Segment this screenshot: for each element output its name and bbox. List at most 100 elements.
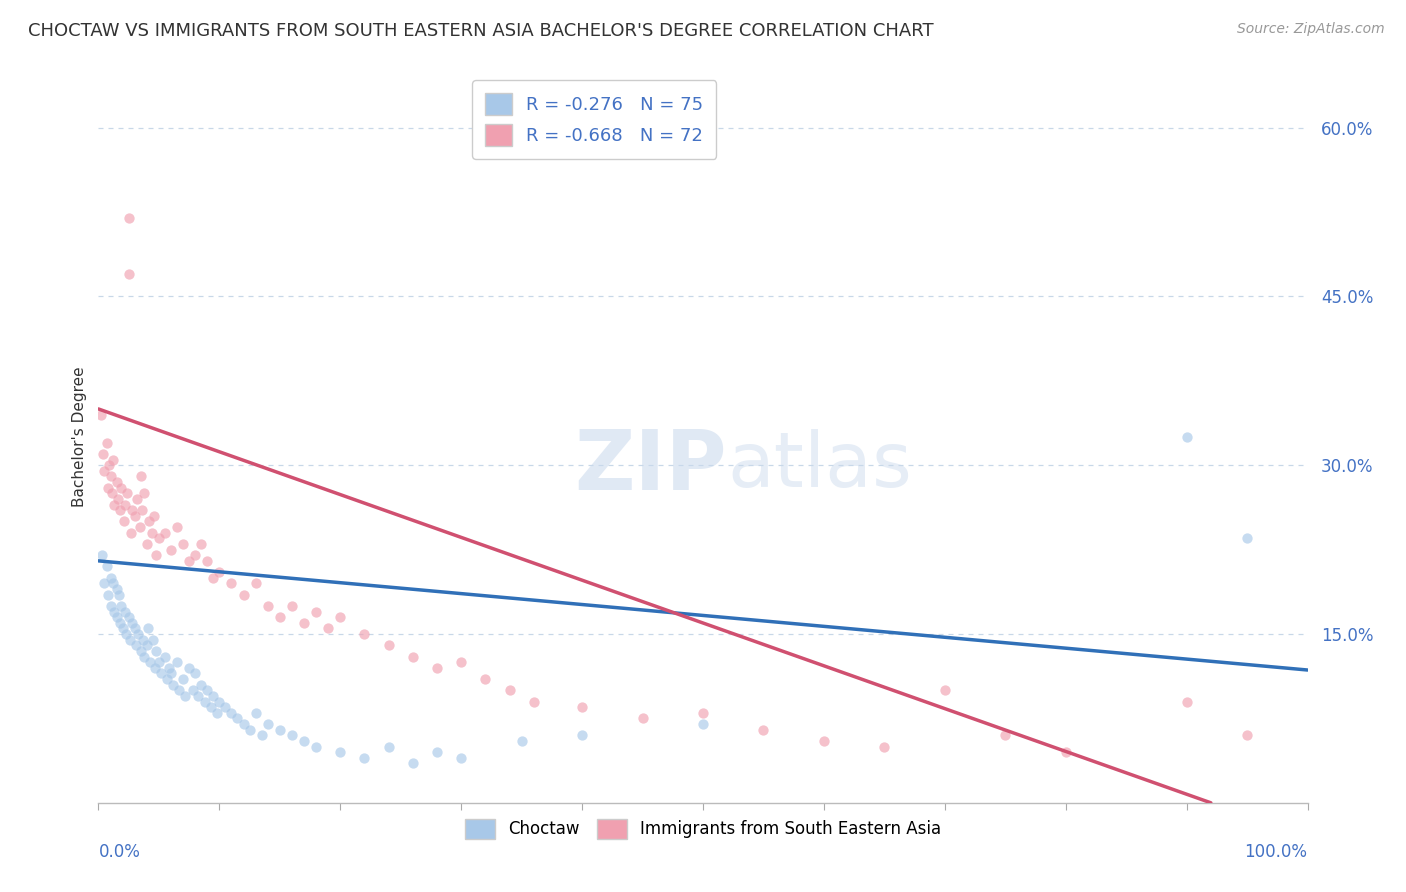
Point — [174, 689, 197, 703]
Point — [139, 655, 162, 669]
Point — [141, 525, 163, 540]
Legend: Choctaw, Immigrants from South Eastern Asia: Choctaw, Immigrants from South Eastern A… — [458, 812, 948, 846]
Point — [1175, 694, 1198, 708]
Point — [214, 700, 236, 714]
Point — [107, 491, 129, 506]
Point — [571, 700, 593, 714]
Point — [145, 644, 167, 658]
Point — [426, 661, 449, 675]
Point — [145, 548, 167, 562]
Point — [1054, 745, 1077, 759]
Point — [329, 610, 352, 624]
Point — [129, 644, 152, 658]
Point — [108, 588, 131, 602]
Point — [115, 627, 138, 641]
Point — [200, 700, 222, 714]
Point — [187, 689, 209, 703]
Point — [1236, 728, 1258, 742]
Point — [208, 565, 231, 579]
Point — [118, 267, 141, 281]
Point — [135, 537, 157, 551]
Point — [292, 615, 315, 630]
Point — [316, 621, 339, 635]
Point — [105, 610, 128, 624]
Point — [148, 532, 170, 546]
Point — [112, 515, 135, 529]
Point — [160, 666, 183, 681]
Point — [256, 717, 278, 731]
Point — [426, 745, 449, 759]
Point — [269, 610, 291, 624]
Point — [118, 632, 141, 647]
Point — [256, 599, 278, 613]
Point — [281, 599, 304, 613]
Point — [134, 649, 156, 664]
Point — [100, 486, 122, 500]
Point — [127, 627, 149, 641]
Point — [156, 672, 179, 686]
Point — [100, 571, 122, 585]
Point — [97, 481, 120, 495]
Point — [474, 672, 496, 686]
Point — [162, 678, 184, 692]
Point — [110, 599, 132, 613]
Point — [160, 542, 183, 557]
Point — [132, 632, 155, 647]
Point — [692, 717, 714, 731]
Point — [281, 728, 304, 742]
Point — [131, 503, 153, 517]
Text: Source: ZipAtlas.com: Source: ZipAtlas.com — [1237, 22, 1385, 37]
Point — [105, 475, 128, 489]
Point — [142, 632, 165, 647]
Point — [118, 211, 141, 225]
Point — [221, 576, 243, 591]
Point — [208, 694, 231, 708]
Y-axis label: Bachelor's Degree: Bachelor's Degree — [72, 367, 87, 508]
Point — [100, 599, 122, 613]
Point — [93, 576, 115, 591]
Point — [450, 751, 472, 765]
Point — [118, 610, 141, 624]
Point — [221, 706, 243, 720]
Text: 0.0%: 0.0% — [98, 843, 141, 861]
Point — [103, 498, 125, 512]
Point — [269, 723, 291, 737]
Point — [125, 638, 148, 652]
Point — [101, 576, 124, 591]
Point — [90, 408, 112, 422]
Point — [752, 723, 775, 737]
Text: ZIP: ZIP — [575, 425, 727, 507]
Point — [98, 458, 121, 473]
Point — [179, 554, 201, 568]
Point — [157, 661, 180, 675]
Point — [93, 464, 115, 478]
Point — [120, 525, 142, 540]
Point — [305, 605, 328, 619]
Point — [873, 739, 896, 754]
Text: CHOCTAW VS IMMIGRANTS FROM SOUTH EASTERN ASIA BACHELOR'S DEGREE CORRELATION CHAR: CHOCTAW VS IMMIGRANTS FROM SOUTH EASTERN… — [28, 22, 934, 40]
Point — [148, 655, 170, 669]
Point — [232, 717, 254, 731]
Point — [202, 689, 225, 703]
Point — [813, 734, 835, 748]
Point — [377, 638, 399, 652]
Point — [232, 588, 254, 602]
Point — [1236, 532, 1258, 546]
Point — [91, 447, 114, 461]
Point — [121, 615, 143, 630]
Point — [402, 756, 425, 771]
Point — [96, 559, 118, 574]
Point — [250, 728, 273, 742]
Point — [994, 728, 1017, 742]
Point — [184, 666, 207, 681]
Point — [631, 711, 654, 725]
Point — [172, 672, 194, 686]
Point — [934, 683, 956, 698]
Point — [143, 661, 166, 675]
Point — [134, 486, 156, 500]
Point — [138, 515, 160, 529]
Point — [121, 503, 143, 517]
Point — [239, 723, 262, 737]
Point — [124, 621, 146, 635]
Point — [245, 706, 267, 720]
